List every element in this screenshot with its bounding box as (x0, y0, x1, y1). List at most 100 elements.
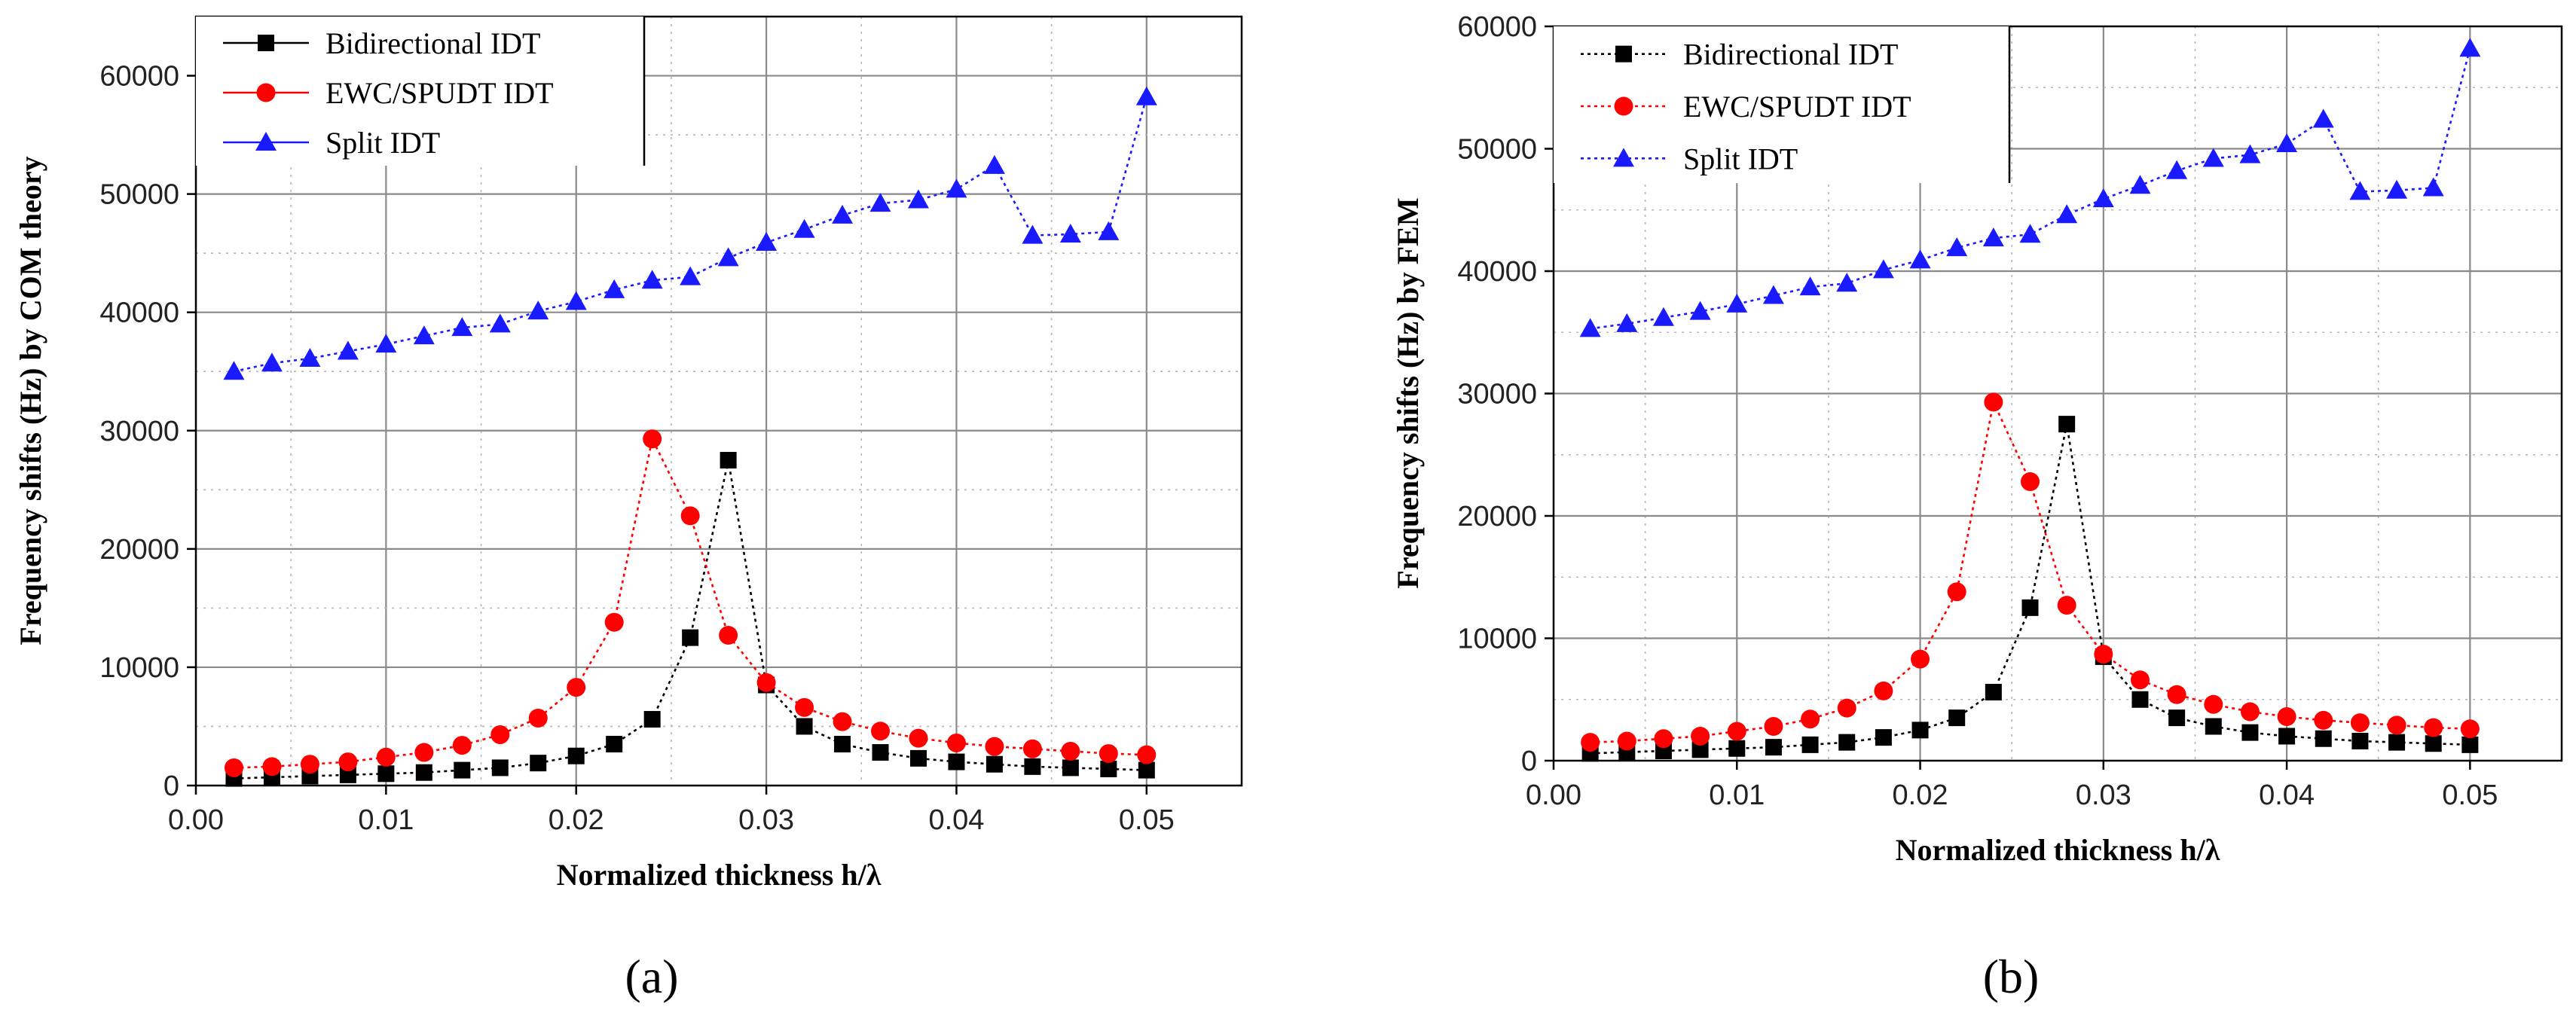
data-point (2239, 144, 2261, 163)
x-tick-label: 0.03 (2076, 780, 2131, 811)
legend: Bidirectional IDT EWC/SPUDT IDT Split IDT (196, 17, 646, 166)
data-point (1022, 739, 1042, 758)
data-point (2019, 224, 2041, 243)
data-point (2021, 599, 2039, 616)
data-point (1762, 285, 1784, 304)
data-point (2314, 710, 2333, 730)
data-point (2276, 133, 2298, 152)
y-tick-label: 10000 (1457, 624, 1537, 655)
y-tick-label: 50000 (1457, 134, 1537, 166)
data-point (834, 736, 851, 753)
data-point (1728, 740, 1746, 757)
data-point (1138, 761, 1155, 779)
data-point (2312, 108, 2334, 128)
data-point (756, 673, 776, 692)
data-point (604, 279, 625, 298)
data-point (1799, 276, 1821, 296)
data-point (1764, 717, 1783, 736)
data-point (1982, 227, 2004, 247)
data-point (606, 736, 623, 753)
data-point (871, 722, 891, 741)
data-point (262, 757, 282, 776)
x-tick-label: 0.02 (1893, 780, 1948, 811)
data-point (377, 765, 395, 783)
data-point (1135, 86, 1157, 105)
data-point (2386, 179, 2408, 199)
data-point (2130, 670, 2150, 690)
data-point (2387, 715, 2406, 735)
data-point (223, 361, 245, 380)
data-point (261, 352, 283, 372)
data-point (1616, 313, 1638, 332)
data-point (1062, 759, 1079, 776)
data-point (1984, 392, 2003, 412)
y-tick-label: 10000 (99, 652, 179, 684)
data-point (1137, 745, 1157, 764)
data-point (2425, 735, 2442, 752)
legend-swatch-marker (256, 83, 276, 102)
legend-label: EWC/SPUDT IDT (325, 76, 554, 110)
y-tick-label: 40000 (1457, 256, 1537, 288)
data-point (2422, 177, 2444, 197)
y-tick-label: 0 (163, 770, 179, 802)
legend-label: Bidirectional IDT (1683, 38, 1898, 72)
data-point (452, 736, 472, 755)
data-point (1727, 722, 1746, 741)
data-point (872, 744, 889, 761)
data-point (793, 218, 815, 238)
legend-swatch-marker (1614, 96, 1633, 116)
data-point (2166, 160, 2188, 179)
data-point (1098, 221, 1120, 240)
data-point (1100, 761, 1117, 778)
data-point (1022, 224, 1044, 244)
data-point (643, 711, 661, 728)
x-tick-label: 0.04 (2259, 780, 2315, 811)
x-tick-label: 0.00 (1526, 780, 1581, 811)
series-split-idt (223, 86, 1157, 380)
x-tick-label: 0.04 (928, 804, 984, 836)
legend-label: Split IDT (325, 126, 440, 160)
data-point (2315, 730, 2332, 747)
data-point (869, 193, 891, 212)
legend-label: Bidirectional IDT (325, 26, 540, 60)
data-point (1579, 318, 1601, 337)
data-point (719, 626, 738, 645)
data-point (2204, 694, 2223, 714)
data-point (2349, 181, 2371, 200)
panel-label: (a) (625, 950, 678, 1003)
legend: Bidirectional IDT EWC/SPUDT IDT Split IDT (1554, 26, 2011, 183)
x-tick-label: 0.00 (168, 804, 224, 836)
data-point (2205, 718, 2222, 735)
data-point (1909, 249, 1931, 269)
data-point (451, 317, 473, 337)
data-point (489, 313, 511, 333)
data-point (985, 755, 1003, 773)
data-point (909, 728, 928, 748)
data-point (415, 764, 432, 781)
data-point (1059, 224, 1081, 243)
data-point (1911, 649, 1930, 669)
data-point (1946, 237, 1968, 257)
data-point (339, 766, 356, 783)
data-point (375, 334, 397, 353)
data-point (567, 678, 586, 697)
data-point (567, 747, 585, 764)
legend-swatch-marker (1615, 45, 1632, 63)
y-tick-label: 20000 (99, 534, 179, 566)
data-point (1948, 709, 1966, 727)
data-point (2021, 472, 2040, 491)
data-point (2094, 645, 2113, 664)
chart-panel-b: 0.00 0.01 0.02 0.03 0.04 0.05 0 10000 20000 30000… (1391, 11, 2563, 1003)
gridlines (1554, 26, 2562, 761)
y-tick-label: 30000 (99, 416, 179, 447)
data-point (643, 429, 662, 449)
data-point (1837, 698, 1856, 718)
data-point (376, 747, 396, 767)
data-point (2388, 734, 2406, 751)
data-point (530, 755, 547, 772)
data-point (2459, 38, 2481, 57)
data-point (490, 725, 510, 744)
data-point (948, 753, 965, 770)
data-point (1801, 709, 1820, 729)
